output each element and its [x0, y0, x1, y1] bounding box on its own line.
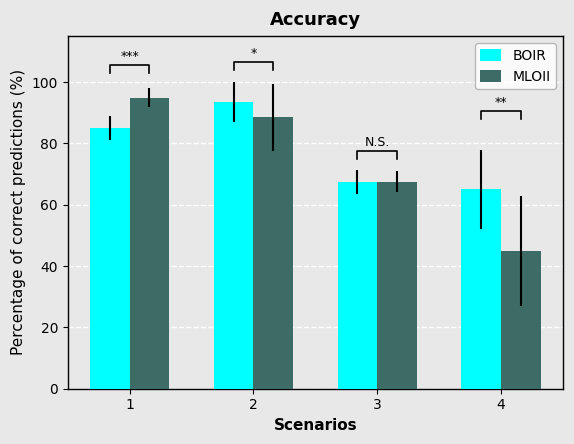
Legend: BOIR, MLOII: BOIR, MLOII: [475, 43, 556, 89]
Title: Accuracy: Accuracy: [270, 11, 361, 29]
Bar: [377, 182, 417, 388]
Y-axis label: Percentage of correct predictions (%): Percentage of correct predictions (%): [11, 69, 26, 356]
Text: N.S.: N.S.: [364, 136, 390, 149]
Text: *: *: [250, 47, 257, 60]
Bar: [214, 102, 254, 388]
Bar: [501, 251, 541, 388]
Bar: [338, 182, 377, 388]
X-axis label: Scenarios: Scenarios: [274, 418, 357, 433]
Bar: [90, 128, 130, 388]
Bar: [461, 190, 501, 388]
Text: **: **: [495, 96, 507, 109]
Text: ***: ***: [121, 50, 139, 63]
Bar: [254, 117, 293, 388]
Bar: [130, 98, 169, 388]
